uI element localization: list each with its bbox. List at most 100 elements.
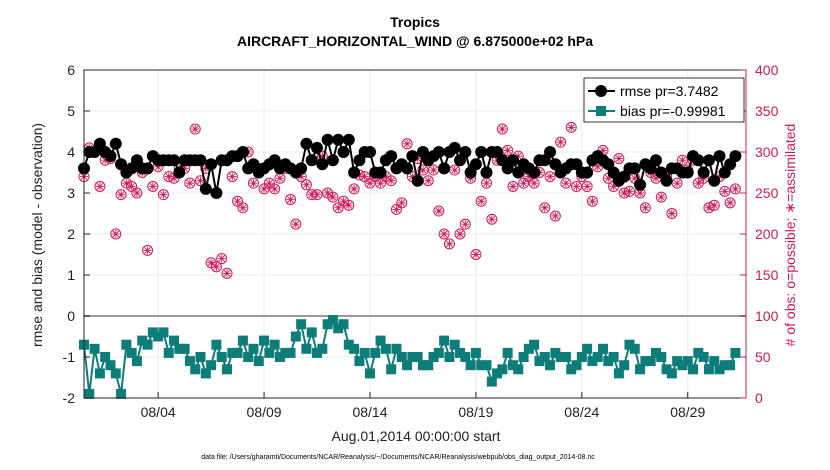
obs-star-stroke [228,173,236,180]
bias-marker [571,360,582,371]
rmse-marker [236,146,249,158]
bias-marker [629,343,640,354]
obs-star-stroke [250,179,257,187]
obs-star-stroke [128,183,135,190]
rmse-marker [544,146,557,158]
legend-bias-marker [596,106,606,116]
rmse-marker [194,154,207,167]
bias-marker [105,360,116,371]
series-layer [78,121,742,399]
obs-assimilated-marker [376,179,385,188]
obs-assimilated-marker [429,166,438,175]
bias-marker [253,356,264,367]
obs-assimilated-marker [731,184,740,193]
obs-assimilated-marker [313,190,322,199]
obs-star-stroke [562,179,570,187]
x-tick-label: 08/24 [564,404,599,420]
obs-assimilated-marker [387,176,396,185]
obs-assimilated-marker [424,176,433,185]
bias-marker [560,352,571,362]
bias-marker [693,347,704,358]
obs-possible-marker [195,175,207,187]
y-tick-label-left: 4 [67,144,75,160]
obs-possible-marker [216,253,228,265]
obs-star-stroke [313,191,321,198]
obs-possible-marker [623,185,635,197]
bias-marker [714,364,725,375]
obs-star-stroke [710,201,718,209]
bias-marker [322,319,333,330]
obs-assimilated-marker [519,179,528,188]
rmse-marker [168,154,181,167]
obs-possible-marker [94,180,106,192]
obs-assimilated-marker [249,179,258,188]
obs-star-stroke [668,210,676,217]
obs-possible-marker [359,171,371,183]
obs-possible-marker [237,202,249,214]
bias-marker [147,327,158,338]
bias-marker [402,360,413,371]
bias-marker [439,335,450,346]
obs-assimilated-marker [487,215,496,224]
y-tick-label-left: -1 [63,349,76,365]
rmse-marker [210,187,223,199]
obs-possible-marker [586,195,598,207]
bias-marker [338,319,349,330]
bias-marker [677,360,688,371]
obs-star-stroke [615,155,623,162]
obs-assimilated-marker [196,176,205,185]
bias-marker [248,343,259,354]
obs-possible-marker [290,218,302,230]
obs-star-stroke [223,270,231,277]
bias-marker [163,347,174,358]
y-tick-label-right: 300 [755,144,779,160]
obs-star-stroke [266,179,273,187]
obs-star-stroke [520,179,527,187]
rmse-marker [708,174,721,187]
obs-star-stroke [424,177,432,185]
obs-assimilated-marker [365,179,374,188]
obs-star-stroke [329,193,337,201]
bias-marker [719,360,730,371]
obs-star-stroke [583,183,591,190]
obs-possible-marker [459,218,471,230]
obs-star-stroke [430,166,437,174]
obs-possible-marker [285,194,297,206]
y-tick-label-right: 350 [755,103,779,119]
obs-possible-marker [666,208,678,219]
obs-assimilated-marker [625,187,634,196]
obs-star-stroke [440,230,448,238]
x-tick-label: 08/14 [352,404,387,420]
obs-star-stroke [530,179,538,187]
obs-star-stroke [96,183,104,190]
bias-marker [650,347,661,358]
bias-marker [386,364,397,375]
obs-assimilated-marker [403,139,412,148]
obs-star-stroke [541,204,549,212]
obs-star-stroke [149,183,157,190]
obs-assimilated-marker [561,179,570,188]
obs-possible-marker [729,183,741,195]
obs-star-stroke [589,197,596,205]
obs-star-stroke [239,204,247,212]
obs-star-stroke [287,196,294,203]
obs-possible-marker [221,267,233,279]
obs-possible-marker [189,123,201,135]
obs-possible-marker [269,183,281,195]
obs-assimilated-marker [461,220,470,229]
obs-star-stroke [499,125,506,133]
bias-marker [349,343,360,354]
bias-marker [153,331,164,342]
bias-marker [518,352,529,362]
obs-assimilated-marker [344,201,353,210]
y-axis-label-right: # of obs: o=possible; ∗=assimilated [782,124,798,347]
x-tick-label: 08/29 [670,404,705,420]
bias-marker [423,360,434,371]
obs-star-stroke [705,204,713,212]
bias-marker [656,352,667,362]
obs-possible-marker [311,189,323,201]
bias-marker [529,339,540,350]
obs-star-stroke [334,204,342,212]
obs-assimilated-marker [477,197,486,206]
bias-marker [301,343,312,354]
